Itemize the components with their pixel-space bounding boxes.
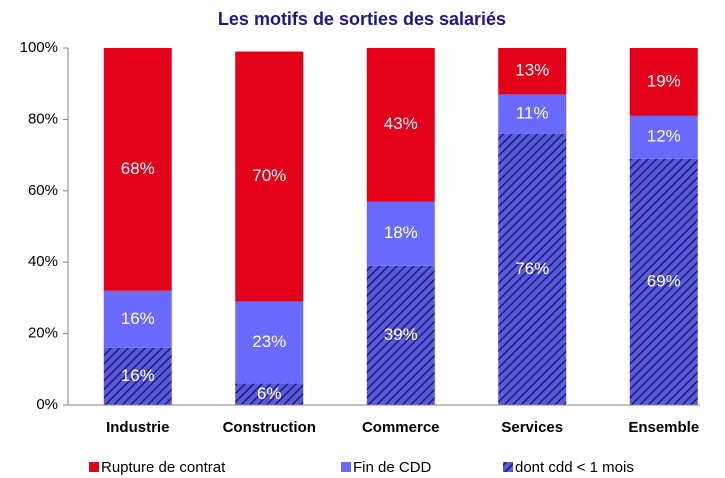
bar-segment xyxy=(103,48,172,291)
data-label: 11% xyxy=(516,104,549,123)
data-label: 43% xyxy=(384,114,418,133)
bar-segment xyxy=(629,48,698,116)
bar-segment xyxy=(366,265,435,405)
y-tick-label: 100% xyxy=(20,39,58,56)
chart-title: Les motifs de sorties des salariés xyxy=(218,9,506,29)
bar-segment xyxy=(235,51,304,302)
bar-segment xyxy=(235,383,304,405)
data-label: 69% xyxy=(647,271,681,290)
bar-segment xyxy=(366,201,435,266)
x-tick-label: Ensemble xyxy=(628,419,699,436)
legend-swatch xyxy=(89,462,99,472)
data-label: 19% xyxy=(647,71,681,90)
bar-segment xyxy=(498,133,567,405)
data-label: 39% xyxy=(384,325,418,344)
x-tick-label: Commerce xyxy=(362,419,440,436)
data-label: 12% xyxy=(647,127,681,146)
data-label: 13% xyxy=(515,61,549,80)
x-tick-label: Services xyxy=(501,419,563,436)
legend-label: Rupture de contrat xyxy=(101,459,226,476)
y-tick-label: 20% xyxy=(28,325,58,342)
bar-segment xyxy=(629,115,698,159)
bar-segment xyxy=(366,48,435,202)
data-label: 68% xyxy=(121,159,155,178)
data-label: 70% xyxy=(252,166,286,185)
x-tick-label: Industrie xyxy=(106,419,169,436)
data-label: 16% xyxy=(121,309,155,328)
y-tick-label: 80% xyxy=(28,110,58,127)
bar-segment xyxy=(103,290,172,348)
bar-segment xyxy=(235,301,304,384)
bar-segment xyxy=(103,347,172,405)
y-tick-label: 0% xyxy=(36,396,58,413)
legend-label: dont cdd < 1 mois xyxy=(515,459,634,476)
data-label: 76% xyxy=(515,259,549,278)
legend-label: Fin de CDD xyxy=(353,459,432,476)
bar-segment xyxy=(498,94,567,134)
legend-swatch xyxy=(341,462,351,472)
legend-swatch xyxy=(503,462,513,472)
data-label: 18% xyxy=(384,223,418,242)
y-tick-label: 60% xyxy=(28,182,58,199)
data-label: 16% xyxy=(121,366,155,385)
data-label: 23% xyxy=(252,332,286,351)
y-tick-label: 40% xyxy=(28,253,58,270)
bar-segment xyxy=(629,158,698,405)
bar-segment xyxy=(498,48,567,95)
x-tick-label: Construction xyxy=(223,419,316,436)
data-label: 6% xyxy=(257,384,282,403)
